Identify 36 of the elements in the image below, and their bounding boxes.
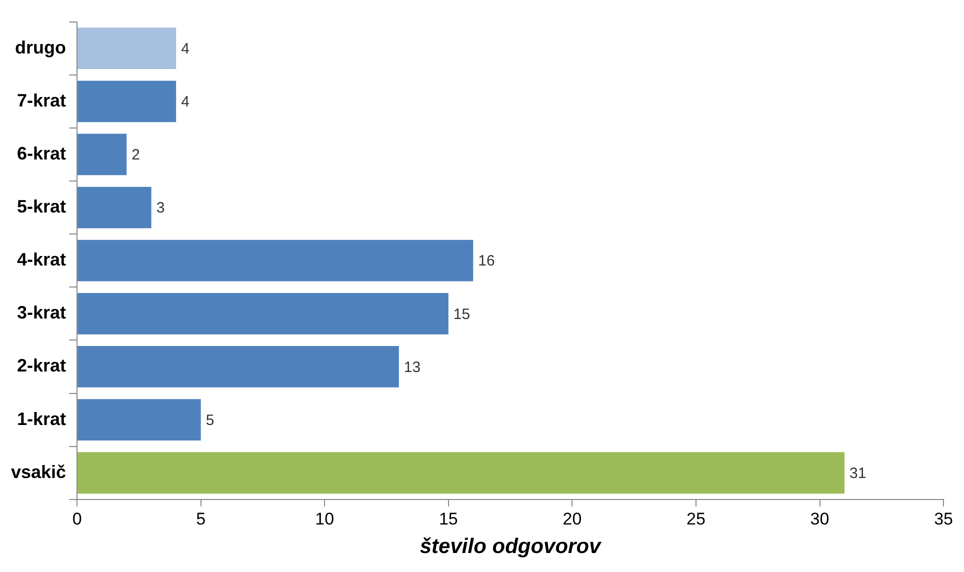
y-tick-label: 6-krat	[17, 143, 66, 164]
data-label: 3	[156, 200, 165, 217]
x-axis-title: število odgovorov	[420, 535, 602, 558]
data-label: 16	[478, 252, 495, 270]
y-tick-label: vsakič	[10, 462, 66, 482]
y-tick-label: 7-krat	[17, 90, 66, 110]
x-tick-label: 5	[196, 509, 206, 528]
data-label: 15	[453, 306, 470, 323]
data-label: 2	[132, 146, 140, 164]
y-tick-label: drugo	[15, 37, 66, 58]
y-tick-label: 4-krat	[17, 250, 66, 270]
x-tick-label: 10	[315, 509, 334, 528]
data-label: 4	[181, 40, 190, 58]
bar	[78, 292, 448, 334]
x-tick-label: 35	[934, 509, 954, 528]
y-tick-label: 3-krat	[17, 302, 66, 323]
bar	[78, 399, 201, 440]
data-label: 4	[181, 94, 190, 111]
x-tick-label: 20	[562, 509, 582, 528]
bar	[78, 452, 845, 494]
x-tick-label: 25	[686, 509, 706, 528]
x-tick-label: 30	[810, 509, 830, 528]
y-tick-label: 5-krat	[17, 196, 66, 216]
data-label: 31	[850, 465, 866, 482]
bar	[78, 240, 474, 282]
x-tick-label: 0	[72, 509, 82, 528]
bar	[78, 28, 176, 70]
data-label: 13	[404, 358, 421, 376]
bar	[78, 186, 152, 228]
y-tick-label: 2-krat	[17, 356, 66, 376]
data-label: 5	[206, 412, 214, 429]
bar	[78, 134, 127, 176]
bar	[78, 346, 399, 388]
x-tick-label: 15	[438, 509, 458, 528]
bar	[78, 80, 176, 122]
y-tick-label: 1-krat	[17, 408, 66, 429]
